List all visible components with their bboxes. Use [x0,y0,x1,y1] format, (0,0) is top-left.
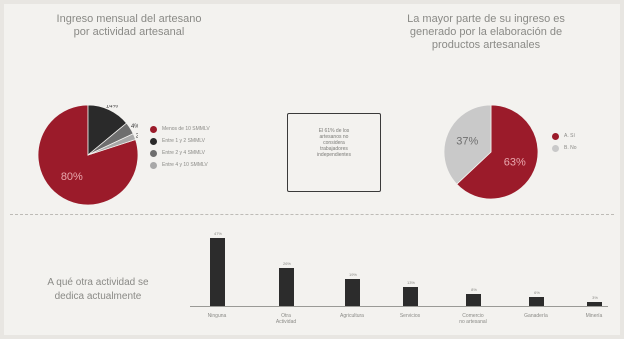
pie-slice-label-1: 63% [504,156,526,168]
note-line-4: trabajadores [320,146,348,152]
bar-value-label: 3% [592,294,598,300]
bar-value-label: 13% [406,280,415,286]
artisan-income-pie-legend: A. Sí B. No [552,130,612,154]
section-divider [10,214,614,215]
legend-swatch [150,149,157,157]
pie-slice-2 [444,105,492,185]
note-line-3: considera [323,140,345,146]
bar-value-label: 26% [282,261,291,267]
note-line-1: El 61% de los [318,128,350,134]
pie-slice-label-2: 14% [106,105,119,109]
bar-category-label: Ninguna [207,313,227,319]
bar [210,238,225,306]
bar-category-label: Comercio no artesanal [459,313,487,325]
pie-slice-1 [456,105,538,199]
pie-slice-4 [87,133,137,156]
bar [279,268,294,306]
pie-slice-label-4: 2% [136,133,138,139]
bar [345,278,360,306]
legend-item: Menos de 10 SMMLV [150,123,270,135]
right-title-line-3: productos artesanales [431,39,541,51]
bar-value-label: 6% [534,290,540,296]
pie-slice-label-3: 4% [131,124,138,130]
pie-slice-label-2: 37% [456,136,478,148]
legend-item: Entre 4 y 10 SMMLV [150,159,270,171]
note-box: El 61% de los artesanos no considera tra… [287,113,381,192]
legend-label: A. Sí [564,133,575,139]
legend-item: Entre 1 y 2 SMMLV [150,135,270,147]
legend-item: B. No [552,142,612,154]
bar-category-label: Servicios [399,313,421,319]
legend-swatch [552,132,559,140]
bar-value-label: 19% [348,271,357,277]
bar [587,301,602,306]
bar-value-label: 8% [471,287,477,293]
pie-slice-label-1: 80% [61,171,83,183]
bar-category-label: Otra Actividad [275,313,297,325]
legend-swatch [552,144,559,152]
income-pie-legend: Menos de 10 SMMLV Entre 1 y 2 SMMLV Entre … [150,123,270,171]
note-line-2: artesanos no [319,134,349,140]
legend-swatch [150,137,157,145]
legend-label: Menos de 10 SMMLV [162,126,210,132]
right-title-line-1: La mayor parte de su ingreso es [407,13,565,25]
bar [529,297,544,306]
legend-label: Entre 4 y 10 SMMLV [162,162,208,168]
infographic: Ingreso mensual del artesano por activid… [4,4,620,335]
bar-title-line-1: A qué otra actividad se [47,277,149,288]
left-title-line-2: por actividad artesanal [73,26,185,38]
bar [403,287,418,306]
income-pie-chart: 80% 14% 4% 2% [38,105,138,205]
legend-item: Entre 2 y 4 SMMLV [150,147,270,159]
legend-label: B. No [564,145,577,151]
legend-swatch [150,161,157,169]
activity-bar-chart: 47% Ninguna 26% Otra Actividad 19% Agricultura… [4,4,620,335]
bar [466,294,481,306]
bar-title-line-2: dedica actualmente [54,291,142,302]
artisan-income-pie-chart: 63% 37% [444,105,538,199]
note-text: El 61% de los artesanos no considera tra… [288,128,380,158]
left-chart-title: Ingreso mensual del artesano por activid… [24,13,234,39]
bar-value-label: 47% [213,231,222,236]
bar-axis-line [190,306,608,307]
bar-category-label: Ganadería [524,313,548,319]
bar-category-label: Minería [585,313,603,319]
bar-category-label: Agricultura [340,313,364,319]
legend-label: Entre 2 y 4 SMMLV [162,150,205,156]
bar-chart-title: A qué otra actividad se dedica actualmen… [8,276,188,304]
left-title-line-1: Ingreso mensual del artesano [56,13,202,25]
note-line-5: independientes [317,152,351,158]
right-chart-title: La mayor parte de su ingreso es generado… [366,13,606,52]
legend-label: Entre 1 y 2 SMMLV [162,138,205,144]
legend-item: A. Sí [552,130,612,142]
right-title-line-2: generado por la elaboración de [409,26,563,38]
legend-swatch [150,125,157,133]
